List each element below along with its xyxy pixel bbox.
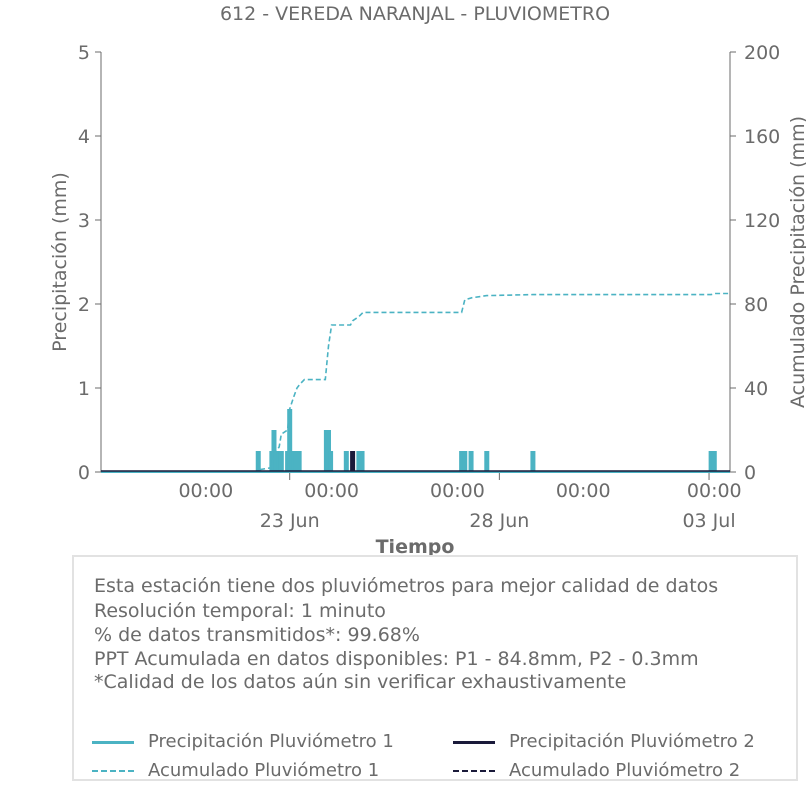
precip-bar — [711, 451, 717, 472]
y2-tick-label: 0 — [744, 462, 756, 484]
chart-title: 612 - VEREDA NARANJAL - PLUVIOMETRO — [220, 3, 610, 25]
precip-bar — [530, 451, 536, 472]
rainfall-chart: 612 - VEREDA NARANJAL - PLUVIOMETRO 0123… — [49, 3, 806, 558]
x-tick-label-time: 00:00 — [430, 480, 485, 502]
legend-label-acum2: Acumulado Pluviómetro 2 — [509, 760, 741, 781]
precip-bar — [484, 451, 490, 472]
legend-swatch-acum2 — [453, 770, 495, 772]
x-tick-label-time: 00:00 — [304, 480, 359, 502]
precip-bar — [359, 451, 365, 472]
precip-bar — [328, 451, 334, 472]
y-tick-label: 2 — [78, 294, 90, 316]
precip-bar — [293, 451, 299, 472]
precip-bar — [273, 451, 279, 472]
y-tick-label: 4 — [78, 126, 90, 148]
y-tick-label: 5 — [78, 42, 90, 64]
y-axis-label: Precipitación (mm) — [49, 172, 71, 352]
x-tick-label-date: 03 Jul — [682, 510, 735, 532]
precip-bar — [350, 451, 356, 472]
legend-swatch-p2 — [453, 741, 495, 744]
precip-bar — [462, 451, 468, 472]
cumulative-line — [101, 292, 730, 473]
legend-swatch-p1 — [92, 741, 134, 744]
legend-label-p1: Precipitación Pluviómetro 1 — [148, 731, 394, 752]
legend-swatch-acum1 — [92, 770, 134, 772]
x-tick-label-date: 23 Jun — [260, 510, 320, 532]
y-tick-label: 0 — [78, 462, 90, 484]
x-tick-label-time: 00:00 — [687, 480, 742, 502]
precip-bar — [278, 451, 284, 472]
y2-axis-label: Acumulado Precipitación (mm) — [787, 116, 806, 408]
info-line: Esta estación tiene dos pluviómetros par… — [94, 575, 719, 597]
precip-bar — [296, 451, 302, 472]
x-tick-label-time: 00:00 — [178, 480, 233, 502]
y2-tick-label: 200 — [744, 42, 780, 64]
precip-bar — [459, 451, 465, 472]
x-tick-label-time: 00:00 — [556, 480, 611, 502]
y-tick-label: 3 — [78, 210, 90, 232]
legend-label-acum1: Acumulado Pluviómetro 1 — [148, 760, 380, 781]
y-tick-label: 1 — [78, 378, 90, 400]
precip-bar — [255, 451, 261, 472]
precip-bar — [343, 451, 349, 472]
precip-bar — [708, 451, 714, 472]
info-line: *Calidad de los datos aún sin verificar … — [94, 671, 627, 693]
info-line: % de datos transmitidos*: 99.68% — [94, 624, 420, 646]
y2-tick-label: 80 — [744, 294, 768, 316]
x-tick-label-date: 28 Jun — [469, 510, 529, 532]
info-line: Resolución temporal: 1 minuto — [94, 600, 386, 622]
precip-bar — [468, 451, 474, 472]
precip-bar — [356, 451, 362, 472]
legend-label-p2: Precipitación Pluviómetro 2 — [509, 731, 755, 752]
x-axis-label: Tiempo — [376, 536, 455, 558]
plot-area: 0 1 2 3 4 5 0 40 80 120 160 200 00:00 00:00 00:00 00:00… — [78, 42, 780, 532]
info-box: Esta estación tiene dos pluviómetros par… — [72, 555, 798, 781]
info-line: PPT Acumulada en datos disponibles: P1 -… — [94, 648, 699, 670]
y2-tick-label: 120 — [744, 210, 780, 232]
precip-bar — [287, 409, 293, 472]
y2-tick-label: 160 — [744, 126, 780, 148]
y2-tick-label: 40 — [744, 378, 768, 400]
